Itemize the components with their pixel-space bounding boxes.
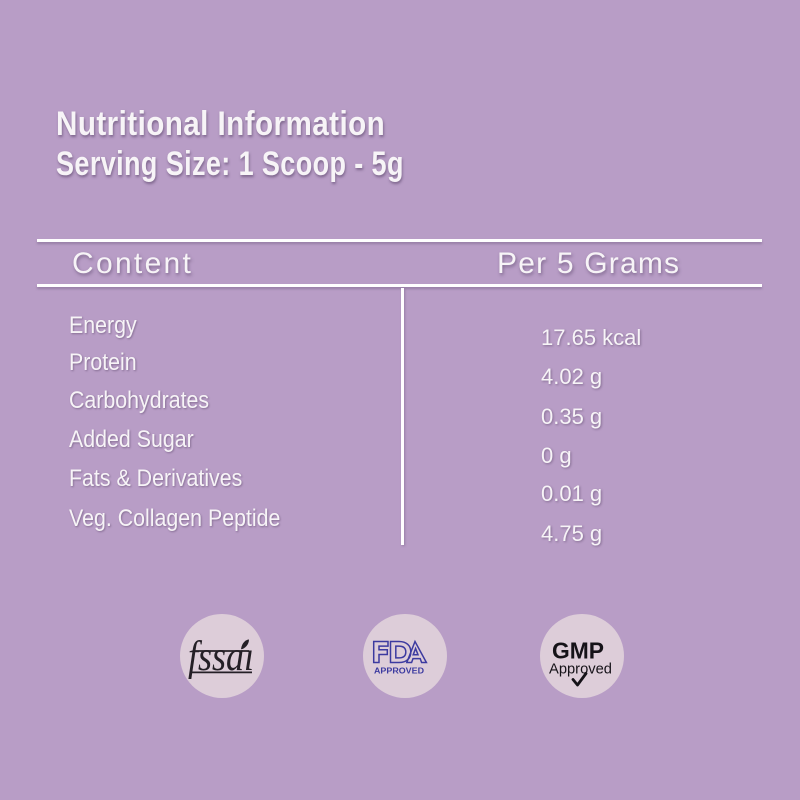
svg-text:Approved: Approved <box>549 661 612 678</box>
svg-text:APPROVED: APPROVED <box>374 666 424 676</box>
svg-text:GMP: GMP <box>552 638 604 664</box>
